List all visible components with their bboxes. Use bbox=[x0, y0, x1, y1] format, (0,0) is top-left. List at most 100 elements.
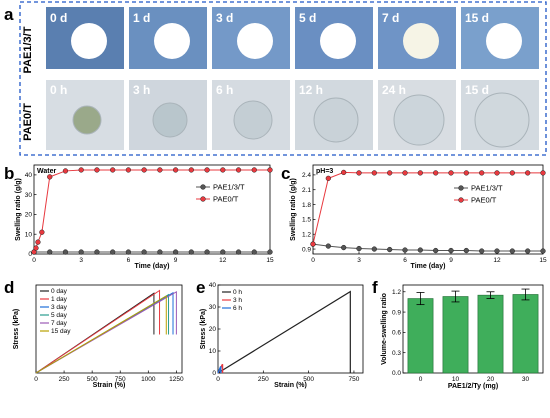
x-axis-label: PAE1/2/Ty (mg) bbox=[448, 383, 498, 390]
annotation: pH=3 bbox=[316, 168, 333, 175]
hydrogel-disc bbox=[72, 105, 102, 135]
hydrogel-disc bbox=[152, 102, 188, 138]
sample-disc bbox=[403, 23, 439, 59]
data-point bbox=[356, 170, 362, 176]
chart-b: 0 3 6 9 12 15 0 10 20 30 40 Time (day) Swelling rati… bbox=[15, 164, 274, 270]
data-point bbox=[494, 170, 500, 176]
y-tick-label: 1.2 bbox=[302, 231, 311, 238]
sample-disc bbox=[237, 23, 273, 59]
y-tick-label: 2.1 bbox=[302, 187, 311, 194]
time-label: 1 d bbox=[133, 11, 150, 25]
data-point bbox=[110, 249, 116, 255]
y-tick-label: 1.2 bbox=[392, 289, 401, 296]
data-point bbox=[479, 170, 485, 176]
y-tick-label: 10 bbox=[25, 231, 33, 238]
time-label: 0 d bbox=[50, 11, 67, 25]
data-point bbox=[267, 249, 273, 255]
panel-a: a 0 d 1 d 3 d 5 d 7 d 15 d 0 h 3 h 6 h 12 h 24 h 15… bbox=[4, 1, 547, 156]
series-line bbox=[312, 171, 543, 245]
x-tick-label: 9 bbox=[449, 257, 453, 264]
x-tick-label: 10 bbox=[452, 376, 460, 383]
x-axis-label: Time (day) bbox=[135, 263, 170, 270]
y-tick-label: 1.5 bbox=[302, 217, 311, 224]
y-tick-label: 30 bbox=[209, 304, 217, 311]
series-line bbox=[312, 243, 543, 252]
row1-label: PAE1/3/T bbox=[22, 26, 34, 73]
data-point bbox=[172, 167, 179, 173]
photo-grid: 0 d 1 d 3 d 5 d 7 d 15 d 0 h 3 h 6 h 12 h 24 h 15 d bbox=[46, 7, 539, 150]
time-label: 24 h bbox=[382, 83, 406, 97]
row2-label: PAE0/T bbox=[22, 103, 34, 141]
legend-marker bbox=[458, 185, 464, 191]
y-axis-label: Swelling ratio (g/g) bbox=[15, 178, 22, 241]
data-point bbox=[141, 167, 147, 173]
chart-e: 0 250 500 750 0 10 20 30 40 Strain (%) Stress (kPa… bbox=[200, 282, 364, 389]
x-tick-label: 750 bbox=[349, 376, 360, 383]
data-point bbox=[78, 249, 84, 255]
x-tick-label: 15 bbox=[266, 257, 274, 264]
data-point bbox=[220, 167, 226, 173]
data-point bbox=[509, 170, 515, 176]
x-tick-label: 0 bbox=[32, 257, 36, 264]
x-tick-label: 250 bbox=[59, 376, 70, 383]
x-tick-label: 6 bbox=[403, 257, 407, 264]
time-label: 0 h bbox=[50, 83, 67, 97]
data-point bbox=[220, 249, 226, 255]
data-point bbox=[525, 170, 531, 176]
data-point bbox=[463, 247, 469, 254]
data-point bbox=[402, 247, 408, 253]
data-point bbox=[387, 170, 393, 176]
annotation: Water bbox=[37, 168, 56, 175]
sample-disc bbox=[154, 23, 190, 59]
data-point bbox=[62, 168, 69, 174]
data-point bbox=[235, 167, 242, 173]
data-point bbox=[371, 170, 377, 176]
time-label: 7 d bbox=[382, 11, 399, 25]
y-tick-label: 0.0 bbox=[392, 370, 401, 377]
data-point bbox=[204, 249, 210, 255]
panel-e-label: e bbox=[196, 278, 205, 297]
series-line bbox=[217, 366, 222, 374]
data-point bbox=[448, 247, 454, 254]
bar bbox=[407, 298, 434, 374]
y-tick-label: 0.6 bbox=[392, 330, 401, 337]
time-label: 5 d bbox=[299, 11, 316, 25]
x-tick-label: 12 bbox=[493, 257, 501, 264]
data-point bbox=[356, 245, 362, 252]
data-point bbox=[35, 239, 41, 245]
hydrogel-disc bbox=[233, 100, 273, 140]
legend-entry: 5 day bbox=[51, 312, 68, 319]
legend-entry: 0 h bbox=[233, 289, 242, 296]
bar bbox=[442, 296, 469, 374]
data-point bbox=[141, 249, 147, 255]
series-line bbox=[35, 291, 177, 374]
x-tick-label: 12 bbox=[219, 257, 227, 264]
y-tick-label: 40 bbox=[25, 172, 33, 179]
x-tick-label: 250 bbox=[258, 376, 269, 383]
data-point bbox=[387, 246, 393, 253]
panel-f-label: f bbox=[372, 278, 378, 297]
data-point bbox=[479, 248, 485, 254]
legend-marker bbox=[200, 184, 206, 190]
time-label: 3 d bbox=[216, 11, 233, 25]
data-point bbox=[325, 175, 331, 182]
legend-entry: 6 h bbox=[233, 305, 242, 312]
data-point bbox=[371, 246, 377, 252]
legend-entry: PAE0/T bbox=[471, 196, 497, 205]
data-point bbox=[267, 167, 273, 173]
y-tick-label: 40 bbox=[209, 282, 217, 289]
y-tick-label: 0.9 bbox=[302, 246, 311, 253]
x-tick-label: 500 bbox=[303, 376, 314, 383]
y-axis-label: Stress (kPa) bbox=[13, 309, 20, 349]
data-point bbox=[47, 249, 53, 255]
data-point bbox=[341, 244, 347, 251]
x-tick-label: 3 bbox=[357, 257, 361, 264]
y-tick-label: 20 bbox=[209, 326, 217, 333]
x-tick-label: 500 bbox=[87, 376, 98, 383]
x-tick-label: 750 bbox=[115, 376, 126, 383]
x-axis-label: Strain (%) bbox=[93, 382, 126, 389]
panel-b-label: b bbox=[4, 164, 14, 183]
data-point bbox=[235, 249, 242, 255]
legend-entry: 7 day bbox=[51, 320, 68, 327]
